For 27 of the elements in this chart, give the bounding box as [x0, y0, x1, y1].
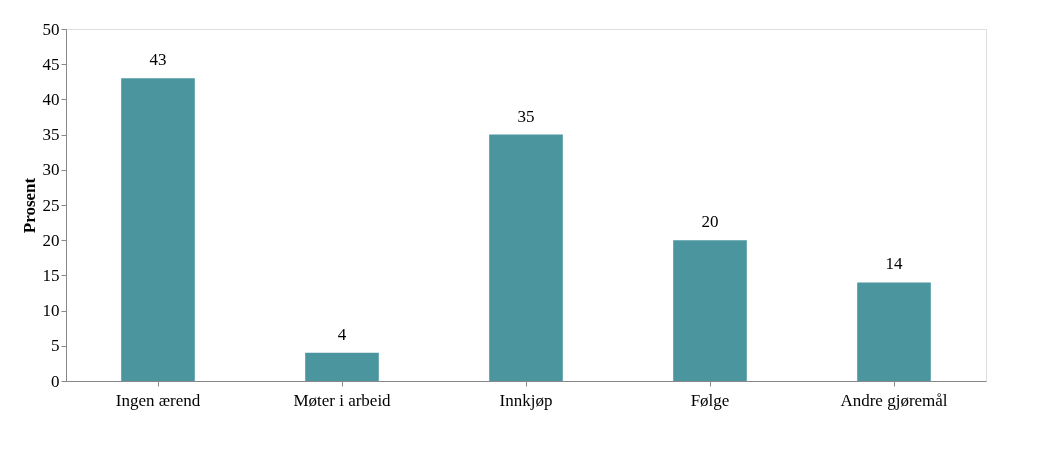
y-tick-label: 45	[42, 54, 60, 74]
data-label: 14	[885, 254, 903, 274]
x-tick-label: Innkjøp	[499, 390, 553, 410]
y-tick-label: 25	[42, 195, 60, 215]
y-tick-label: 5	[51, 336, 60, 356]
bar	[121, 78, 195, 381]
y-tick-label: 30	[42, 160, 60, 180]
y-axis-title: Prosent	[19, 177, 39, 234]
data-label: 20	[701, 212, 719, 232]
data-label: 4	[337, 324, 347, 344]
y-tick-label: 20	[42, 230, 60, 250]
bar	[857, 282, 931, 381]
y-tick-label: 35	[42, 125, 60, 145]
data-label: 43	[149, 50, 167, 70]
bar	[489, 134, 563, 381]
bar	[305, 352, 379, 381]
x-tick-label: Andre gjøremål	[840, 390, 948, 410]
y-tick-label: 15	[42, 265, 60, 285]
bar	[673, 240, 747, 381]
y-tick-label: 40	[42, 89, 60, 109]
data-label: 35	[517, 106, 535, 126]
y-tick-label: 50	[42, 19, 60, 39]
x-tick-label: Ingen ærend	[115, 390, 201, 410]
x-tick-label: Følge	[690, 390, 730, 410]
y-tick-label: 0	[51, 371, 60, 391]
x-tick-label: Møter i arbeid	[293, 390, 392, 410]
y-tick-label: 10	[42, 301, 60, 321]
